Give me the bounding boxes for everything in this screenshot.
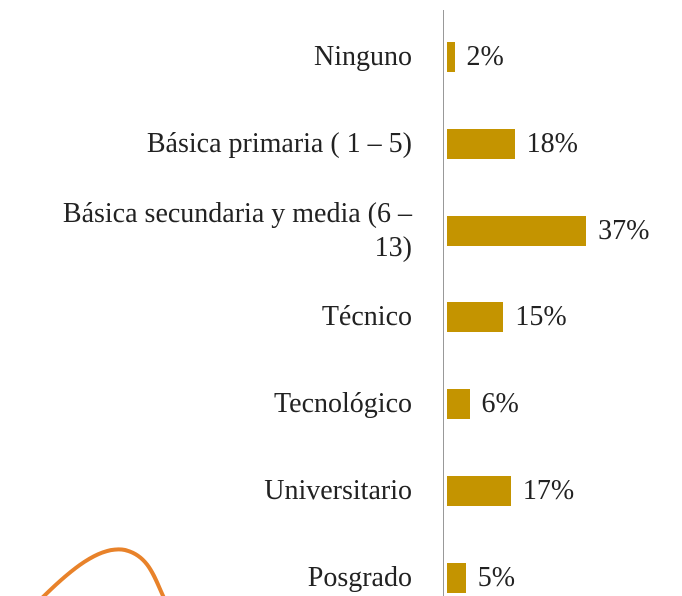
value-label: 5% bbox=[478, 561, 515, 595]
category-label: Técnico bbox=[32, 300, 412, 334]
value-label: 6% bbox=[482, 387, 519, 421]
bar bbox=[447, 42, 455, 72]
bar bbox=[447, 129, 515, 159]
bar bbox=[447, 216, 586, 246]
axis-line bbox=[443, 10, 444, 596]
chart: Ninguno 2% Básica primaria ( 1 – 5) 18% Bási… bbox=[0, 0, 682, 596]
bar bbox=[447, 476, 511, 506]
value-label: 18% bbox=[527, 127, 578, 161]
value-label: 37% bbox=[598, 214, 649, 248]
category-label: Básica secundaria y media (6 – 13) bbox=[32, 197, 412, 265]
category-label: Universitario bbox=[32, 474, 412, 508]
category-label: Ninguno bbox=[32, 40, 412, 74]
bar bbox=[447, 389, 470, 419]
bar bbox=[447, 302, 503, 332]
bar bbox=[447, 563, 466, 593]
category-label: Tecnológico bbox=[32, 387, 412, 421]
value-label: 2% bbox=[467, 40, 504, 74]
category-label: Posgrado bbox=[32, 561, 412, 595]
value-label: 17% bbox=[523, 474, 574, 508]
value-label: 15% bbox=[515, 300, 566, 334]
category-label: Básica primaria ( 1 – 5) bbox=[32, 127, 412, 161]
